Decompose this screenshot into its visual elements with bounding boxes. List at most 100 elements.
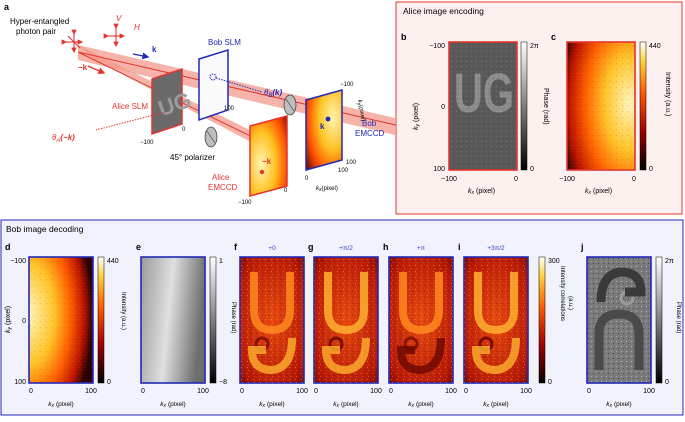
svg-text:−100: −100 <box>429 43 445 50</box>
polarization-cross-left <box>61 29 84 54</box>
panel-c-xlabel: kx (pixel) <box>585 188 612 196</box>
svg-text:b: b <box>401 32 407 42</box>
panel-j-glyph <box>594 267 646 370</box>
svg-text:0: 0 <box>305 176 309 182</box>
a-kx-label: kx(pixel) <box>316 186 338 193</box>
svg-text:0: 0 <box>22 318 26 325</box>
panel-h-phase-label: +π <box>417 245 426 252</box>
svg-text:100: 100 <box>197 388 209 395</box>
svg-text:0: 0 <box>514 176 518 183</box>
panel-f-phase-label: +0 <box>268 245 276 252</box>
svg-text:100: 100 <box>224 106 235 112</box>
panel-f-xlabel: kx (pixel) <box>259 401 284 409</box>
correlation-panels: f +0 g +π/2 h +π i +3π/2 <box>234 242 529 384</box>
panel-h-xlabel: kx (pixel) <box>408 401 433 409</box>
panel-c-colorbar <box>639 41 647 171</box>
panel-i-phase-label: +3π/2 <box>487 245 505 252</box>
svg-text:0: 0 <box>587 388 591 395</box>
source-label-line2: photon pair <box>16 27 56 36</box>
bob-box-title: Bob image decoding <box>6 224 84 234</box>
panel-g-xaxis: 0 100 kx (pixel) <box>314 388 382 409</box>
alice-k-label: −k <box>262 157 272 166</box>
panel-h-xaxis: 0 100 kx (pixel) <box>389 388 457 409</box>
svg-text:−100: −100 <box>559 176 575 183</box>
svg-text:0: 0 <box>632 176 636 183</box>
panel-e-phase-image <box>140 256 206 384</box>
svg-text:440: 440 <box>649 43 661 50</box>
theta-b-label: θB(k) <box>264 88 282 99</box>
panel-b-cbar-label: Phase (rad) <box>542 88 549 125</box>
svg-text:−100: −100 <box>140 140 154 146</box>
alice-encoding-box: Alice image encoding b UG −100 0 100 −10… <box>395 1 683 215</box>
panel-j-xlabel: kx (pixel) <box>606 401 631 409</box>
bob-k-label: k <box>320 122 325 131</box>
source-label-line1: Hyper-entangled <box>10 17 69 26</box>
panel-h-letter: h <box>383 242 389 252</box>
svg-text:100: 100 <box>346 160 357 166</box>
svg-text:−100: −100 <box>238 200 252 206</box>
bob-decoding-box: Bob image decoding d −100 0 100 ky(pixel… <box>0 219 684 416</box>
panel-i-letter: i <box>458 242 461 252</box>
panel-e-colorbar <box>209 256 217 384</box>
panel-j-colorbar <box>655 256 663 384</box>
bob-beam <box>78 45 395 135</box>
panel-b-colorbar <box>520 41 528 171</box>
svg-text:e: e <box>136 242 141 252</box>
svg-text:0: 0 <box>284 188 288 194</box>
panel-e-xlabel: kx (pixel) <box>160 401 185 409</box>
polarization-cross-right <box>103 23 126 48</box>
panel-f-letter: f <box>234 242 238 252</box>
svg-text:−8: −8 <box>219 379 227 386</box>
panel-d-ylabel: ky(pixel) <box>5 306 13 333</box>
bob-slm <box>198 48 229 122</box>
panel-c-cbar-label: Intensity (a.u.) <box>664 72 671 116</box>
alice-emccd-label-l2: EMCCD <box>208 183 238 192</box>
svg-text:0: 0 <box>107 379 111 386</box>
svg-text:100: 100 <box>370 388 382 395</box>
panel-b-ylabel: ky(pixel) <box>413 103 421 130</box>
panel-g-xlabel: kx (pixel) <box>333 401 358 409</box>
svg-text:100: 100 <box>296 388 308 395</box>
bob-slm-label: Bob SLM <box>208 38 241 47</box>
panel-d-colorbar <box>97 256 105 384</box>
pol-v-label: V <box>116 14 122 23</box>
svg-text:0: 0 <box>29 388 33 395</box>
pol-h-label: H <box>134 23 140 32</box>
svg-text:100: 100 <box>433 166 445 173</box>
svg-text:−100: −100 <box>10 258 26 265</box>
panel-d-xlabel: kx (pixel) <box>48 401 73 409</box>
panel-h-correlation: h +π <box>383 242 454 384</box>
svg-text:0: 0 <box>240 388 244 395</box>
svg-text:0: 0 <box>548 379 552 386</box>
theta-a-label: θA(−k) <box>52 133 75 144</box>
panel-d-xaxis: 0 100 kx (pixel) <box>29 388 97 409</box>
alice-slm-label: Alice SLM <box>112 102 148 111</box>
svg-text:100: 100 <box>338 168 349 174</box>
svg-text:−100: −100 <box>340 82 354 88</box>
svg-text:100: 100 <box>445 388 457 395</box>
panel-i-xaxis: 0 100 kx (pixel) <box>464 388 532 409</box>
svg-text:2π: 2π <box>665 258 674 265</box>
svg-text:1: 1 <box>219 258 223 265</box>
panel-i-xlabel: kx (pixel) <box>483 401 508 409</box>
svg-text:0: 0 <box>441 104 445 111</box>
panel-a: a V H Hyper-entangled photon pair k −k B… <box>4 2 401 206</box>
panel-i-colorbar <box>538 256 546 384</box>
svg-text:0: 0 <box>665 379 669 386</box>
panel-b-xlabel: kx (pixel) <box>468 188 495 196</box>
svg-text:0: 0 <box>530 166 534 173</box>
svg-text:100: 100 <box>85 388 97 395</box>
svg-text:100: 100 <box>520 388 532 395</box>
bob-emccd <box>305 89 343 171</box>
alice-emccd-label-l1: Alice <box>212 173 230 182</box>
svg-text:0: 0 <box>389 388 393 395</box>
panel-a-letter: a <box>4 2 10 12</box>
panel-j-xaxis: 0 100 kx (pixel) <box>587 388 655 409</box>
svg-text:d: d <box>5 242 11 252</box>
svg-text:300: 300 <box>548 258 560 265</box>
bob-emccd-label-l1: Bob <box>362 119 377 128</box>
svg-text:0: 0 <box>182 127 186 133</box>
k-pos-label: k <box>152 45 157 54</box>
panel-f-correlation: f +0 <box>234 242 305 384</box>
